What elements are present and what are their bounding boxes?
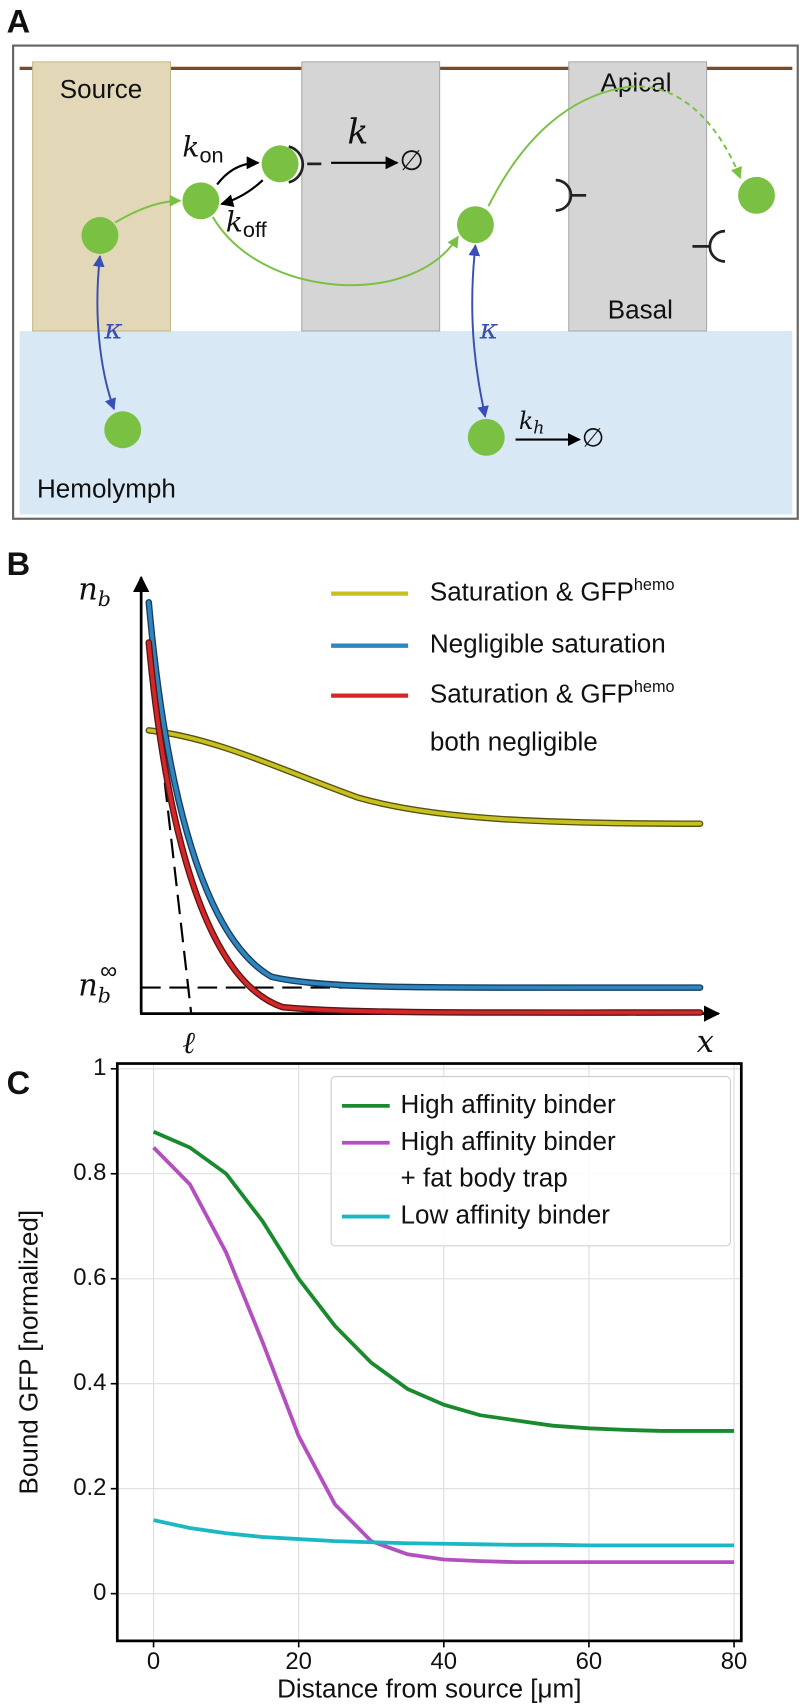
- legend-label: High affinity binder + fat body trap: [401, 1126, 616, 1193]
- receptors: [288, 145, 726, 263]
- legend-label: both negligible: [430, 726, 598, 756]
- rate-label: koff: [226, 205, 268, 242]
- legend-label: Saturation & GFPhemo: [430, 576, 675, 606]
- x-tick-label: 20: [285, 1648, 312, 1675]
- y-tick-label: 1: [93, 1054, 106, 1081]
- rate-label: kh: [519, 407, 545, 439]
- legend-text: Saturation & GFP: [430, 577, 634, 607]
- legend-superscript: hemo: [634, 576, 675, 594]
- y-tick-label: 0.8: [73, 1159, 106, 1186]
- schematic-curves: [145, 599, 704, 1016]
- legend-box: [330, 1076, 731, 1247]
- legend-label: Saturation & GFPhemo: [430, 678, 675, 708]
- x-tick-label: 60: [576, 1648, 603, 1675]
- y-tick-label: 0: [93, 1579, 106, 1606]
- degradation-label: ∅: [399, 144, 424, 176]
- subscript: on: [200, 142, 224, 167]
- panel-c: C 0 20 40 60 80 0 0.2 0.4 0.6 0.8 1 Distance from s…: [7, 1054, 748, 1704]
- binding-arrows: [216, 156, 581, 447]
- panel-a: A Source Apical Basal Hemolymph kon koff…: [7, 3, 799, 520]
- x-axis-label: x: [697, 1025, 714, 1060]
- exchange-label: κ: [103, 312, 123, 345]
- subscript: off: [243, 217, 268, 242]
- x-tick-label: 40: [431, 1648, 458, 1675]
- cell: [301, 61, 441, 332]
- x-tick-label: 80: [721, 1648, 748, 1675]
- series-line: [152, 1130, 735, 1433]
- exchange-label: κ: [479, 312, 499, 345]
- rate-label: kon: [182, 130, 223, 167]
- cell: [568, 61, 708, 332]
- x-axis-label: Distance from source [μm]: [277, 1674, 581, 1704]
- legend-superscript: hemo: [634, 678, 675, 696]
- subscript: h: [533, 418, 544, 438]
- symbol: k: [182, 130, 199, 163]
- region-label: Hemolymph: [37, 473, 176, 503]
- plot-frame: [115, 1062, 743, 1643]
- region-label: Source: [60, 74, 142, 104]
- hemolymph-region: [19, 330, 793, 515]
- series-line: [152, 1146, 735, 1565]
- symbol: k: [519, 407, 533, 435]
- panel-label: C: [7, 1065, 31, 1101]
- subscript: b: [98, 587, 111, 611]
- subscript: b: [98, 983, 111, 1007]
- region-label: Basal: [608, 294, 673, 324]
- molecules: [81, 145, 775, 456]
- region-label: Apical: [601, 68, 672, 98]
- degradation-label: ∅: [582, 422, 605, 452]
- legend-text: Saturation & GFP: [430, 679, 634, 709]
- y-tick-label: 0.2: [73, 1474, 106, 1501]
- y-tick-label: 0.4: [73, 1369, 106, 1396]
- legend-text: Negligible saturation: [430, 629, 666, 659]
- transport-arrows: [114, 85, 742, 287]
- panel-label: B: [7, 546, 31, 582]
- symbol: k: [226, 205, 243, 238]
- y-tick-label: 0.6: [73, 1264, 106, 1291]
- symbol: n: [78, 969, 98, 1004]
- panel-b: B nb nb∞ ℓ x Saturation & GFPhemoNegligi…: [7, 546, 721, 1061]
- legend-label: High affinity binder: [401, 1089, 616, 1119]
- superscript: ∞: [100, 958, 117, 985]
- legend-label: Negligible saturation: [430, 629, 666, 659]
- y-axis-label: nb: [78, 572, 111, 610]
- series-line: [153, 1518, 735, 1548]
- length-label: ℓ: [182, 1026, 195, 1061]
- y-axis-label: Bound GFP [normalized]: [13, 1210, 43, 1495]
- legend-label: Low affinity binder: [401, 1199, 611, 1229]
- rate-label: k: [347, 113, 368, 153]
- x-tick-label: 0: [147, 1648, 160, 1675]
- exchange-arrows: [92, 244, 489, 418]
- asymptote-label: nb∞: [78, 958, 117, 1007]
- symbol: n: [78, 572, 98, 607]
- panel-label: A: [7, 3, 31, 39]
